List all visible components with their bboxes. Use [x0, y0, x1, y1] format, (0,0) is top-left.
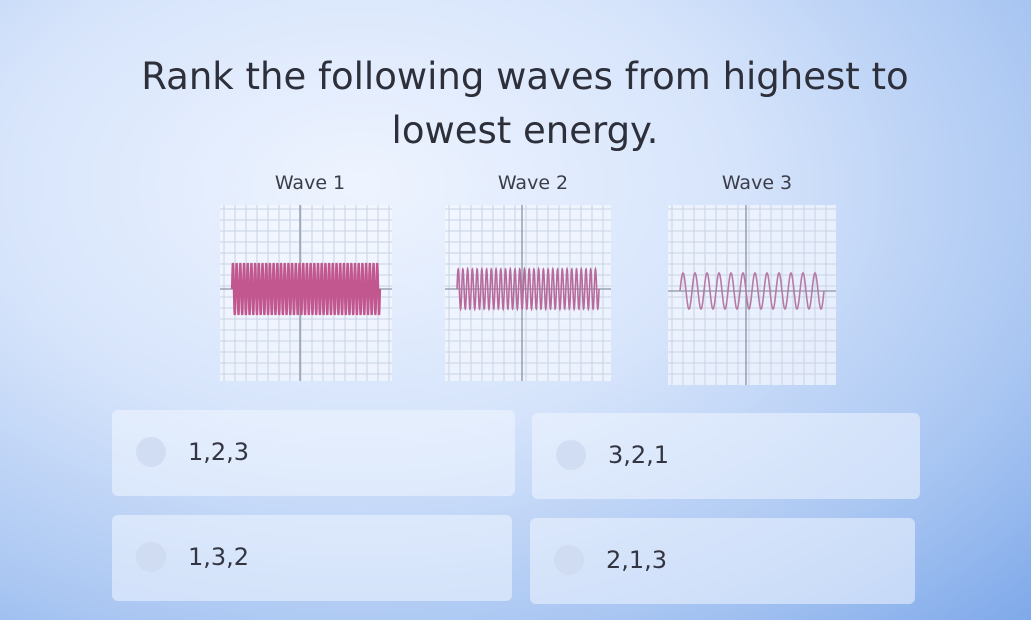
wave: [456, 266, 600, 312]
wave-graph: [220, 205, 392, 381]
wave: [230, 262, 382, 316]
radio-button[interactable]: [554, 545, 584, 575]
radio-button[interactable]: [136, 437, 166, 467]
wave: [679, 272, 825, 310]
question: Rank the following waves from highest to…: [141, 55, 909, 152]
answer-option[interactable]: 1,3,2: [112, 515, 512, 601]
answer-option[interactable]: 2,1,3: [530, 518, 915, 604]
wave-label: Wave 2: [497, 172, 569, 194]
wave-graph: [445, 205, 611, 381]
option-text: 2,1,3: [606, 546, 668, 574]
answer-option[interactable]: 3,2,1: [532, 413, 920, 499]
wave-label: Wave 1: [274, 172, 346, 194]
wave-label: Wave 3: [721, 172, 793, 194]
radio-button[interactable]: [556, 440, 586, 470]
option-text: 1,3,2: [188, 543, 250, 571]
radio-button[interactable]: [136, 542, 166, 572]
wave-graph: [668, 205, 836, 385]
answer-option[interactable]: 1,2,3: [112, 410, 515, 496]
option-text: 3,2,1: [608, 441, 670, 469]
option-text: 1,2,3: [188, 438, 250, 466]
